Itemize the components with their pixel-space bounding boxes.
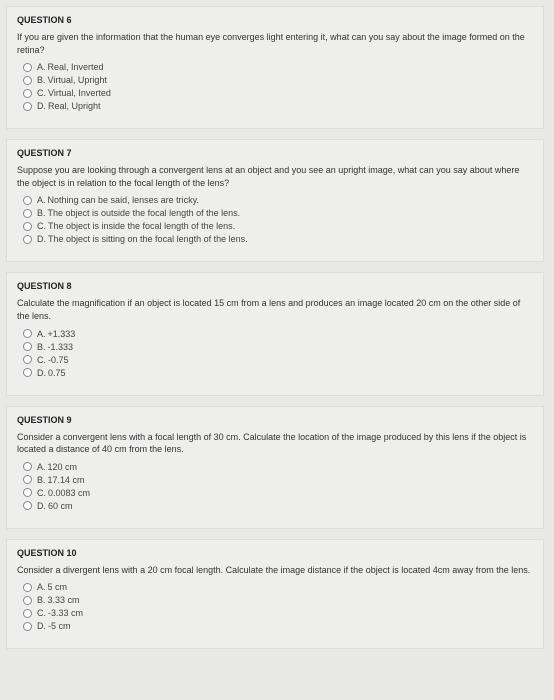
answer-text: Virtual, Inverted	[48, 88, 111, 98]
answer-letter: B.	[37, 75, 46, 85]
answer-text: The object is inside the focal length of…	[48, 221, 235, 231]
answer-letter: D.	[37, 368, 46, 378]
radio-icon[interactable]	[23, 355, 32, 364]
answer-row[interactable]: A.Real, Inverted	[23, 62, 533, 72]
answer-row[interactable]: D.Real, Upright	[23, 101, 533, 111]
question-prompt: Suppose you are looking through a conver…	[17, 164, 533, 189]
answer-text: 3.33 cm	[48, 595, 80, 605]
question-prompt: Consider a convergent lens with a focal …	[17, 431, 533, 456]
radio-icon[interactable]	[23, 342, 32, 351]
question-title: QUESTION 7	[17, 148, 533, 158]
answer-text: -3.33 cm	[48, 608, 83, 618]
answer-row[interactable]: C.0.0083 cm	[23, 488, 533, 498]
question-block: QUESTION 8 Calculate the magnification if…	[6, 272, 544, 395]
question-block: QUESTION 6 If you are given the informati…	[6, 6, 544, 129]
question-title: QUESTION 8	[17, 281, 533, 291]
question-title: QUESTION 6	[17, 15, 533, 25]
answer-letter: D.	[37, 501, 46, 511]
radio-icon[interactable]	[23, 462, 32, 471]
answer-letter: C.	[37, 488, 46, 498]
answer-text: The object is sitting on the focal lengt…	[48, 234, 248, 244]
answer-letter: B.	[37, 475, 46, 485]
answer-text: 5 cm	[48, 582, 68, 592]
answer-row[interactable]: A.5 cm	[23, 582, 533, 592]
radio-icon[interactable]	[23, 235, 32, 244]
radio-icon[interactable]	[23, 596, 32, 605]
answer-row[interactable]: B.3.33 cm	[23, 595, 533, 605]
answer-text: Virtual, Upright	[48, 75, 107, 85]
question-prompt: Consider a divergent lens with a 20 cm f…	[17, 564, 533, 577]
answer-letter: D.	[37, 234, 46, 244]
answer-letter: B.	[37, 342, 46, 352]
question-block: QUESTION 10 Consider a divergent lens wit…	[6, 539, 544, 650]
question-title: QUESTION 10	[17, 548, 533, 558]
answer-letter: A.	[37, 462, 46, 472]
answer-row[interactable]: D.60 cm	[23, 501, 533, 511]
answer-letter: B.	[37, 208, 46, 218]
answer-row[interactable]: C.The object is inside the focal length …	[23, 221, 533, 231]
question-prompt: If you are given the information that th…	[17, 31, 533, 56]
answer-text: Nothing can be said, lenses are tricky.	[48, 195, 199, 205]
radio-icon[interactable]	[23, 488, 32, 497]
radio-icon[interactable]	[23, 368, 32, 377]
answer-text: -0.75	[48, 355, 69, 365]
question-title: QUESTION 9	[17, 415, 533, 425]
answer-row[interactable]: B.17.14 cm	[23, 475, 533, 485]
answer-letter: D.	[37, 621, 46, 631]
radio-icon[interactable]	[23, 622, 32, 631]
answer-text: The object is outside the focal length o…	[48, 208, 241, 218]
answer-text: Real, Inverted	[48, 62, 104, 72]
answer-row[interactable]: D.-5 cm	[23, 621, 533, 631]
answer-row[interactable]: C.Virtual, Inverted	[23, 88, 533, 98]
answer-text: Real, Upright	[48, 101, 101, 111]
question-block: QUESTION 7 Suppose you are looking throug…	[6, 139, 544, 262]
answer-row[interactable]: B.The object is outside the focal length…	[23, 208, 533, 218]
answer-row[interactable]: D.The object is sitting on the focal len…	[23, 234, 533, 244]
answer-row[interactable]: A.Nothing can be said, lenses are tricky…	[23, 195, 533, 205]
radio-icon[interactable]	[23, 583, 32, 592]
answer-row[interactable]: C.-3.33 cm	[23, 608, 533, 618]
answer-text: -5 cm	[48, 621, 71, 631]
answer-text: 120 cm	[48, 462, 78, 472]
answer-text: -1.333	[48, 342, 74, 352]
answer-text: 60 cm	[48, 501, 73, 511]
answer-letter: A.	[37, 582, 46, 592]
radio-icon[interactable]	[23, 102, 32, 111]
answer-row[interactable]: A.+1.333	[23, 329, 533, 339]
answer-letter: C.	[37, 355, 46, 365]
radio-icon[interactable]	[23, 501, 32, 510]
radio-icon[interactable]	[23, 63, 32, 72]
answer-letter: C.	[37, 88, 46, 98]
radio-icon[interactable]	[23, 222, 32, 231]
answer-text: +1.333	[48, 329, 76, 339]
answer-letter: A.	[37, 62, 46, 72]
answer-row[interactable]: B.-1.333	[23, 342, 533, 352]
answer-text: 0.0083 cm	[48, 488, 90, 498]
answer-letter: A.	[37, 195, 46, 205]
radio-icon[interactable]	[23, 475, 32, 484]
answer-row[interactable]: D.0.75	[23, 368, 533, 378]
answer-letter: D.	[37, 101, 46, 111]
answer-row[interactable]: A.120 cm	[23, 462, 533, 472]
answer-letter: C.	[37, 608, 46, 618]
answer-row[interactable]: C.-0.75	[23, 355, 533, 365]
question-prompt: Calculate the magnification if an object…	[17, 297, 533, 322]
radio-icon[interactable]	[23, 329, 32, 338]
answer-letter: A.	[37, 329, 46, 339]
question-block: QUESTION 9 Consider a convergent lens wit…	[6, 406, 544, 529]
answer-letter: B.	[37, 595, 46, 605]
radio-icon[interactable]	[23, 196, 32, 205]
radio-icon[interactable]	[23, 76, 32, 85]
answer-text: 0.75	[48, 368, 66, 378]
answer-text: 17.14 cm	[48, 475, 85, 485]
answer-letter: C.	[37, 221, 46, 231]
answer-row[interactable]: B.Virtual, Upright	[23, 75, 533, 85]
radio-icon[interactable]	[23, 609, 32, 618]
radio-icon[interactable]	[23, 209, 32, 218]
radio-icon[interactable]	[23, 89, 32, 98]
